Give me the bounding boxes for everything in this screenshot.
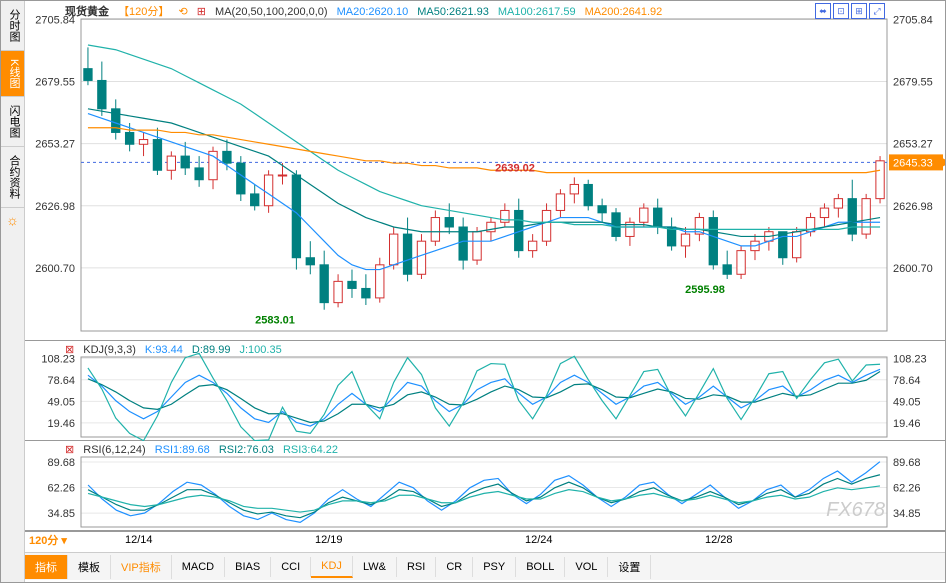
refresh-icon[interactable]: ⟲	[178, 6, 187, 18]
tab-contract-info[interactable]: 合约资料	[1, 147, 24, 208]
svg-text:2626.98: 2626.98	[35, 201, 75, 213]
kdj-panel: ⊠ KDJ(9,3,3) K:93.44 D:89.99 J:100.35 10…	[25, 341, 945, 441]
kdj-label: KDJ(9,3,3)	[83, 344, 136, 356]
svg-text:2600.70: 2600.70	[893, 263, 933, 275]
svg-text:19.46: 19.46	[893, 418, 921, 430]
timeframe-selector[interactable]: 120分 ▾	[29, 532, 67, 548]
tab-timeline[interactable]: 分时图	[1, 1, 24, 51]
kdj-close-icon[interactable]: ⊠	[65, 344, 74, 356]
chart-area: 现货黄金 【120分】 ⟲ ⊞ MA(20,50,100,200,0,0) MA…	[25, 1, 945, 582]
kdj-j-label: J:100.35	[240, 344, 282, 356]
indicator-tab-VOL[interactable]: VOL	[565, 557, 608, 577]
svg-text:34.85: 34.85	[893, 508, 921, 520]
rsi2-label: RSI2:76.03	[219, 444, 274, 456]
kdj-chart-svg[interactable]: 108.23108.2378.6478.6449.0549.0519.4619.…	[25, 341, 945, 441]
timeframe-label: 【120分】	[118, 6, 169, 18]
rsi1-label: RSI1:89.68	[155, 444, 210, 456]
ma50-label: MA50:2621.93	[417, 6, 489, 18]
footer: 120分 ▾ 12/14 12/19 12/24 12/28 指标模板VIP指标…	[25, 531, 945, 581]
svg-text:2705.84: 2705.84	[893, 14, 933, 26]
svg-text:62.26: 62.26	[47, 483, 75, 495]
ma-params-label: MA(20,50,100,200,0,0)	[215, 6, 328, 18]
main-chart-header: 现货黄金 【120分】 ⟲ ⊞ MA(20,50,100,200,0,0) MA…	[65, 3, 668, 19]
sun-icon: ☼	[1, 208, 24, 232]
indicator-tab-RSI[interactable]: RSI	[397, 557, 436, 577]
svg-text:2679.55: 2679.55	[35, 77, 75, 89]
left-tab-bar: 分时图 K线图 闪电图 合约资料 ☼	[1, 1, 25, 582]
svg-text:2583.01: 2583.01	[255, 315, 295, 327]
tab-lightning[interactable]: 闪电图	[1, 97, 24, 147]
svg-text:89.68: 89.68	[893, 457, 921, 469]
kdj-k-label: K:93.44	[145, 344, 183, 356]
svg-text:2679.55: 2679.55	[893, 77, 933, 89]
indicator-tab-BIAS[interactable]: BIAS	[225, 557, 271, 577]
rsi-close-icon[interactable]: ⊠	[65, 444, 74, 456]
indicator-tab-KDJ[interactable]: KDJ	[311, 556, 353, 578]
svg-text:2600.70: 2600.70	[35, 263, 75, 275]
date-label: 12/19	[315, 534, 343, 546]
svg-text:78.64: 78.64	[893, 375, 921, 387]
date-label: 12/28	[705, 534, 733, 546]
svg-text:89.68: 89.68	[47, 457, 75, 469]
bottom-tab-指标[interactable]: 指标	[25, 555, 68, 579]
svg-text:34.85: 34.85	[47, 508, 75, 520]
indicator-icon[interactable]: ⊞	[197, 6, 206, 18]
date-label: 12/14	[125, 534, 153, 546]
tab-kline[interactable]: K线图	[1, 51, 24, 97]
rsi3-label: RSI3:64.22	[283, 444, 338, 456]
indicator-tab-MACD[interactable]: MACD	[172, 557, 225, 577]
date-axis: 120分 ▾ 12/14 12/19 12/24 12/28	[25, 532, 945, 552]
tool-btn-4[interactable]: ⤢	[869, 3, 885, 19]
indicator-tab-CR[interactable]: CR	[436, 557, 473, 577]
symbol-label: 现货黄金	[65, 6, 109, 18]
kdj-d-label: D:89.99	[192, 344, 231, 356]
bottom-tab-row: 指标模板VIP指标MACDBIASCCIKDJLW&RSICRPSYBOLLVO…	[25, 552, 945, 580]
svg-text:19.46: 19.46	[47, 418, 75, 430]
indicator-tab-设置[interactable]: 设置	[608, 555, 651, 579]
svg-text:2653.27: 2653.27	[893, 139, 933, 151]
chart-toolbar: ⬌ ⊡ ⊞ ⤢	[815, 3, 885, 19]
svg-text:78.64: 78.64	[47, 375, 75, 387]
svg-text:2595.98: 2595.98	[685, 284, 725, 296]
main-chart-svg[interactable]: 2705.842705.842679.552679.552653.272653.…	[25, 1, 945, 341]
bottom-tab-VIP指标[interactable]: VIP指标	[111, 555, 172, 579]
svg-text:49.05: 49.05	[47, 396, 75, 408]
date-label: 12/24	[525, 534, 553, 546]
svg-text:108.23: 108.23	[893, 353, 927, 365]
ma100-label: MA100:2617.59	[498, 6, 576, 18]
indicator-tab-CCI[interactable]: CCI	[271, 557, 311, 577]
svg-text:2653.27: 2653.27	[35, 139, 75, 151]
svg-text:2626.98: 2626.98	[893, 201, 933, 213]
svg-text:2645.33: 2645.33	[893, 157, 933, 169]
rsi-label: RSI(6,12,24)	[83, 444, 145, 456]
kdj-header: ⊠ KDJ(9,3,3) K:93.44 D:89.99 J:100.35	[65, 343, 288, 356]
indicator-tab-BOLL[interactable]: BOLL	[516, 557, 565, 577]
ma200-label: MA200:2641.92	[585, 6, 663, 18]
watermark: FX678	[826, 499, 885, 522]
rsi-header: ⊠ RSI(6,12,24) RSI1:89.68 RSI2:76.03 RSI…	[65, 443, 344, 456]
ma20-label: MA20:2620.10	[337, 6, 409, 18]
svg-text:49.05: 49.05	[893, 396, 921, 408]
tool-btn-1[interactable]: ⬌	[815, 3, 831, 19]
rsi-panel: ⊠ RSI(6,12,24) RSI1:89.68 RSI2:76.03 RSI…	[25, 441, 945, 531]
indicator-tab-PSY[interactable]: PSY	[473, 557, 516, 577]
svg-text:62.26: 62.26	[893, 483, 921, 495]
svg-text:2639.02: 2639.02	[495, 162, 535, 174]
tool-btn-3[interactable]: ⊞	[851, 3, 867, 19]
tool-btn-2[interactable]: ⊡	[833, 3, 849, 19]
bottom-tab-模板[interactable]: 模板	[68, 555, 111, 579]
main-chart-panel: 现货黄金 【120分】 ⟲ ⊞ MA(20,50,100,200,0,0) MA…	[25, 1, 945, 341]
indicator-tab-LW&[interactable]: LW&	[353, 557, 397, 577]
